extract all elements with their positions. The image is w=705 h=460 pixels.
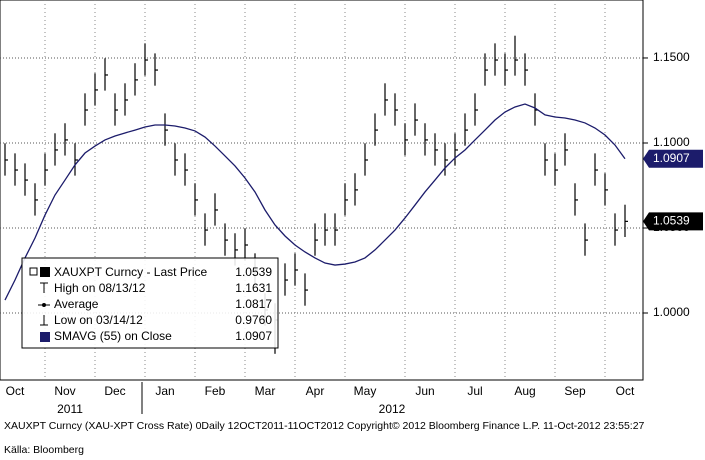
- source: Källa: Bloomberg: [4, 444, 84, 456]
- x-tick-label: Jan: [155, 384, 174, 398]
- legend-icon: [42, 303, 46, 307]
- x-tick-label: Feb: [205, 384, 226, 398]
- x-tick-label: May: [354, 384, 377, 398]
- marks: [4, 35, 628, 354]
- legend-value: 0.9760: [235, 313, 272, 327]
- legend-value: 1.0907: [235, 329, 272, 343]
- x-tick-label: Apr: [306, 384, 325, 398]
- legend-value: 1.1631: [235, 281, 272, 295]
- legend-icon: [29, 267, 38, 276]
- last-value-box: [643, 149, 703, 168]
- year-label: 2011: [57, 402, 83, 416]
- y-tick-label: 1.1500: [653, 50, 690, 64]
- x-tick-label: Dec: [104, 384, 125, 398]
- legend-swatch: [40, 332, 50, 342]
- legend-icon: [40, 282, 48, 293]
- legend-label: SMAVG (55) on Close: [54, 329, 172, 343]
- x-tick-label: Aug: [514, 384, 535, 398]
- legend: XAUXPT Curncy - Last Price 1.0539 High o…: [21, 257, 279, 349]
- x-tick-label: Jul: [467, 384, 482, 398]
- legend-value: 1.0817: [235, 297, 272, 311]
- legend-box: [21, 257, 279, 349]
- legend-label: Average: [54, 297, 99, 311]
- last-value-label: 1.0539: [653, 214, 690, 228]
- legend-label: High on 08/13/12: [54, 281, 146, 295]
- legend-icon: [40, 315, 48, 326]
- legend-label: Low on 03/14/12: [54, 313, 143, 327]
- y-tick-label: 1.0000: [653, 305, 690, 319]
- footer: XAUXPT Curncy (XAU-XPT Cross Rate) 0Dail…: [4, 420, 645, 432]
- last-value-label: 1.0907: [653, 151, 690, 165]
- x-tick-label: Oct: [6, 384, 25, 398]
- y-tick-label: 1.1000: [653, 135, 690, 149]
- legend-value: 1.0539: [235, 265, 272, 279]
- x-tick-label: Sep: [564, 384, 586, 398]
- sma-line: [4, 103, 626, 301]
- x-tick-label: Mar: [255, 384, 276, 398]
- last-value-box: [643, 212, 703, 231]
- x-tick-label: Oct: [616, 384, 635, 398]
- x-tick-label: Nov: [54, 384, 75, 398]
- year-label: 2012: [379, 402, 406, 416]
- x-tick-label: Jun: [415, 384, 434, 398]
- legend-label: XAUXPT Curncy - Last Price: [54, 265, 207, 279]
- legend-swatch: [40, 267, 50, 277]
